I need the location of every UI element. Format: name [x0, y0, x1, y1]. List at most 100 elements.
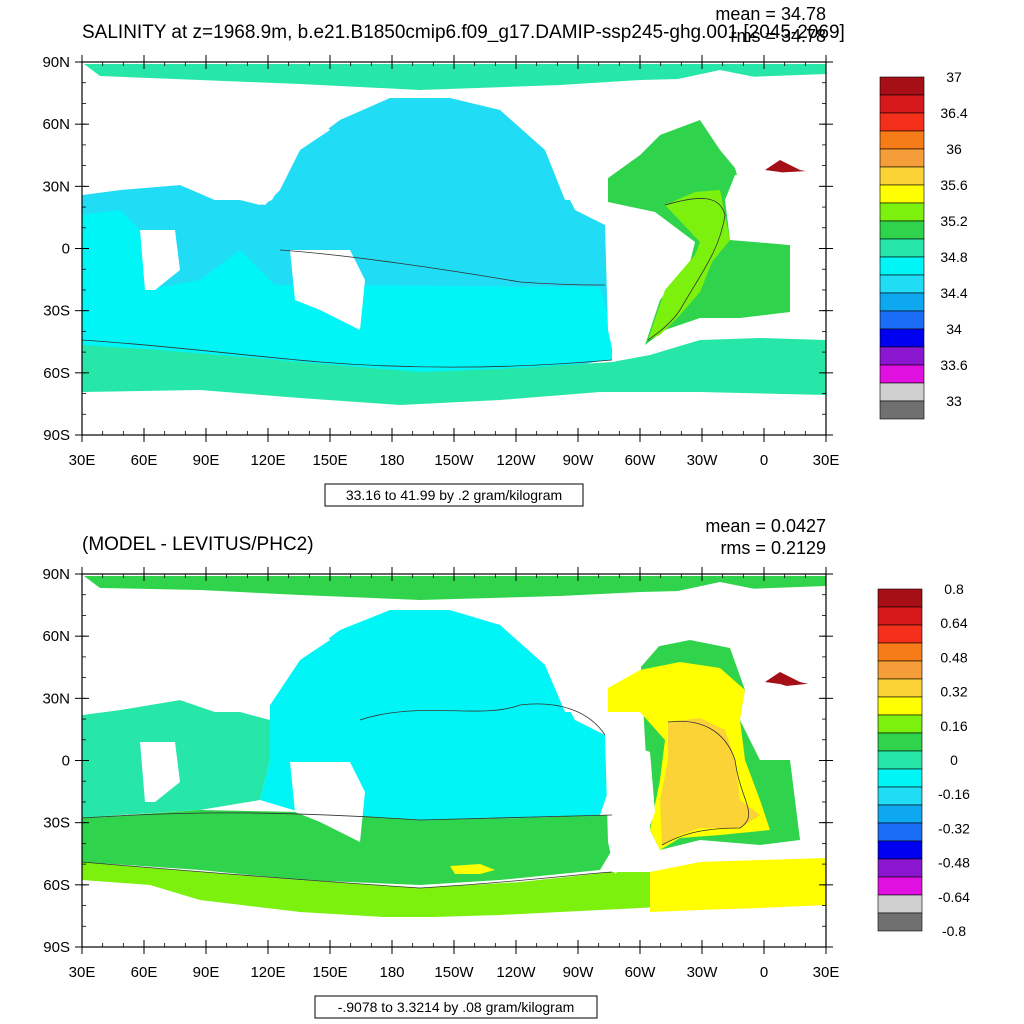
- colorbar-swatch: [879, 220, 925, 240]
- map-field: [82, 574, 826, 947]
- colorbar-label: -0.16: [938, 786, 970, 802]
- lon-label: 60E: [131, 452, 158, 469]
- difference-map-panel: (MODEL - LEVITUS/PHC2) mean = 0.0427 rms…: [42, 516, 970, 1019]
- colorbar-label: 37: [946, 69, 962, 85]
- colorbar-swatch: [879, 166, 925, 186]
- lon-label: 30E: [69, 964, 96, 981]
- salinity-map-panel: SALINITY at z=1968.9m, b.e21.B1850cmip6.…: [42, 4, 968, 507]
- contour-line: [359, 703, 606, 736]
- lon-label: 150E: [312, 964, 347, 981]
- arctic-region: [84, 64, 826, 90]
- colorbar-swatch: [879, 202, 925, 222]
- lon-label: 90E: [193, 452, 220, 469]
- colorbar-swatch: [879, 148, 925, 168]
- panel-title: (MODEL - LEVITUS/PHC2): [82, 534, 314, 555]
- colorbar-label: 35.2: [940, 213, 967, 229]
- colorbar-swatch: [877, 642, 923, 662]
- colorbar-label: 34.8: [940, 249, 967, 265]
- lon-label: 30W: [687, 452, 719, 469]
- map-field: [82, 62, 826, 435]
- contour-line: [647, 198, 726, 341]
- contour-line: [82, 339, 613, 368]
- colorbar-swatch: [879, 400, 925, 420]
- colorbar-swatch: [879, 364, 925, 384]
- colorbar-label: -0.64: [938, 889, 970, 905]
- map-axes: 90N 60N 30N 0 30S 60S 90S 30E 60E 90E 120E 150E 180 1…: [42, 54, 839, 469]
- lat-label: 30S: [43, 303, 70, 320]
- lat-label: 30S: [43, 815, 70, 832]
- colorbar-label: -0.32: [938, 820, 970, 836]
- colorbar-swatch: [879, 256, 925, 276]
- lon-label: 150W: [434, 452, 474, 469]
- lon-label: 90W: [563, 452, 595, 469]
- lat-label: 90S: [43, 939, 70, 956]
- lon-label: 60W: [625, 452, 657, 469]
- colorbar-swatch: [879, 238, 925, 258]
- colorbar-label: 36.4: [940, 105, 967, 121]
- arctic-region: [84, 576, 826, 600]
- colorbar-label: 36: [946, 141, 962, 157]
- southern-yellow-region: [650, 858, 826, 912]
- lon-label: 120E: [250, 452, 285, 469]
- lon-label: 120W: [496, 964, 536, 981]
- colorbar-swatch: [877, 660, 923, 680]
- colorbar-swatch: [877, 894, 923, 914]
- lon-label: 90W: [563, 964, 595, 981]
- lat-label: 60N: [42, 628, 70, 645]
- lon-label: 120W: [496, 452, 536, 469]
- contour-range-box: -.9078 to 3.3214 by .08 gram/kilogram: [314, 995, 598, 1019]
- lat-label: 90N: [42, 566, 70, 583]
- lat-label: 30N: [42, 690, 70, 707]
- lat-label: 90N: [42, 54, 70, 71]
- colorbar-swatch: [877, 678, 923, 698]
- lon-label: 30E: [813, 964, 840, 981]
- lon-label: 180: [379, 452, 404, 469]
- contour-line: [82, 812, 613, 821]
- colorbar-swatch: [877, 768, 923, 788]
- contour-line: [661, 720, 750, 846]
- colorbar-swatch: [877, 840, 923, 860]
- colorbar-label: 35.6: [940, 177, 967, 193]
- colorbar-label: 0.64: [940, 615, 967, 631]
- colorbar-swatch: [877, 804, 923, 824]
- lon-label: 90E: [193, 964, 220, 981]
- colorbar-swatch: [877, 606, 923, 626]
- mean-label: mean = 0.0427: [705, 516, 826, 536]
- colorbar-swatch: [877, 588, 923, 608]
- colorbar-swatch: [877, 876, 923, 896]
- lon-label: 30W: [687, 964, 719, 981]
- colorbar-swatch: [879, 274, 925, 294]
- lat-label: 0: [62, 753, 70, 770]
- rms-label: rms = 0.2129: [720, 538, 826, 558]
- colorbar-swatch: [877, 624, 923, 644]
- colorbar-label: 34: [946, 321, 962, 337]
- lat-label: 60S: [43, 365, 70, 382]
- colorbar-swatch: [879, 310, 925, 330]
- contour-range-box: 33.16 to 41.99 by .2 gram/kilogram: [324, 483, 584, 507]
- lon-label: 0: [760, 964, 768, 981]
- colorbar-swatch: [877, 786, 923, 806]
- colorbar-label: 0.48: [940, 649, 967, 665]
- lat-label: 60S: [43, 877, 70, 894]
- colorbar-label: -0.48: [938, 855, 970, 871]
- colorbar-label: 0.16: [940, 718, 967, 734]
- lat-label: 60N: [42, 116, 70, 133]
- colorbar-swatch: [877, 696, 923, 716]
- contour-line: [82, 861, 613, 889]
- colorbar-swatch: [877, 750, 923, 770]
- lon-label: 120E: [250, 964, 285, 981]
- colorbar-label: 33: [946, 393, 962, 409]
- colorbar-label: -0.8: [942, 923, 966, 939]
- contour-range-label: 33.16 to 41.99 by .2 gram/kilogram: [346, 487, 562, 503]
- colorbar-swatch: [877, 858, 923, 878]
- southern-ocean-region: [82, 338, 826, 405]
- colorbar-label: 0: [950, 752, 958, 768]
- colorbar-swatch: [877, 822, 923, 842]
- colorbar-swatch: [879, 112, 925, 132]
- colorbar: 0.8 0.64 0.48 0.32 0.16 0 -0.16 -0.32 -0.48 -0.64…: [877, 581, 970, 939]
- lat-label: 30N: [42, 178, 70, 195]
- lon-label: 0: [760, 452, 768, 469]
- lon-label: 60E: [131, 964, 158, 981]
- colorbar-swatch: [879, 76, 925, 96]
- lat-label: 0: [62, 241, 70, 258]
